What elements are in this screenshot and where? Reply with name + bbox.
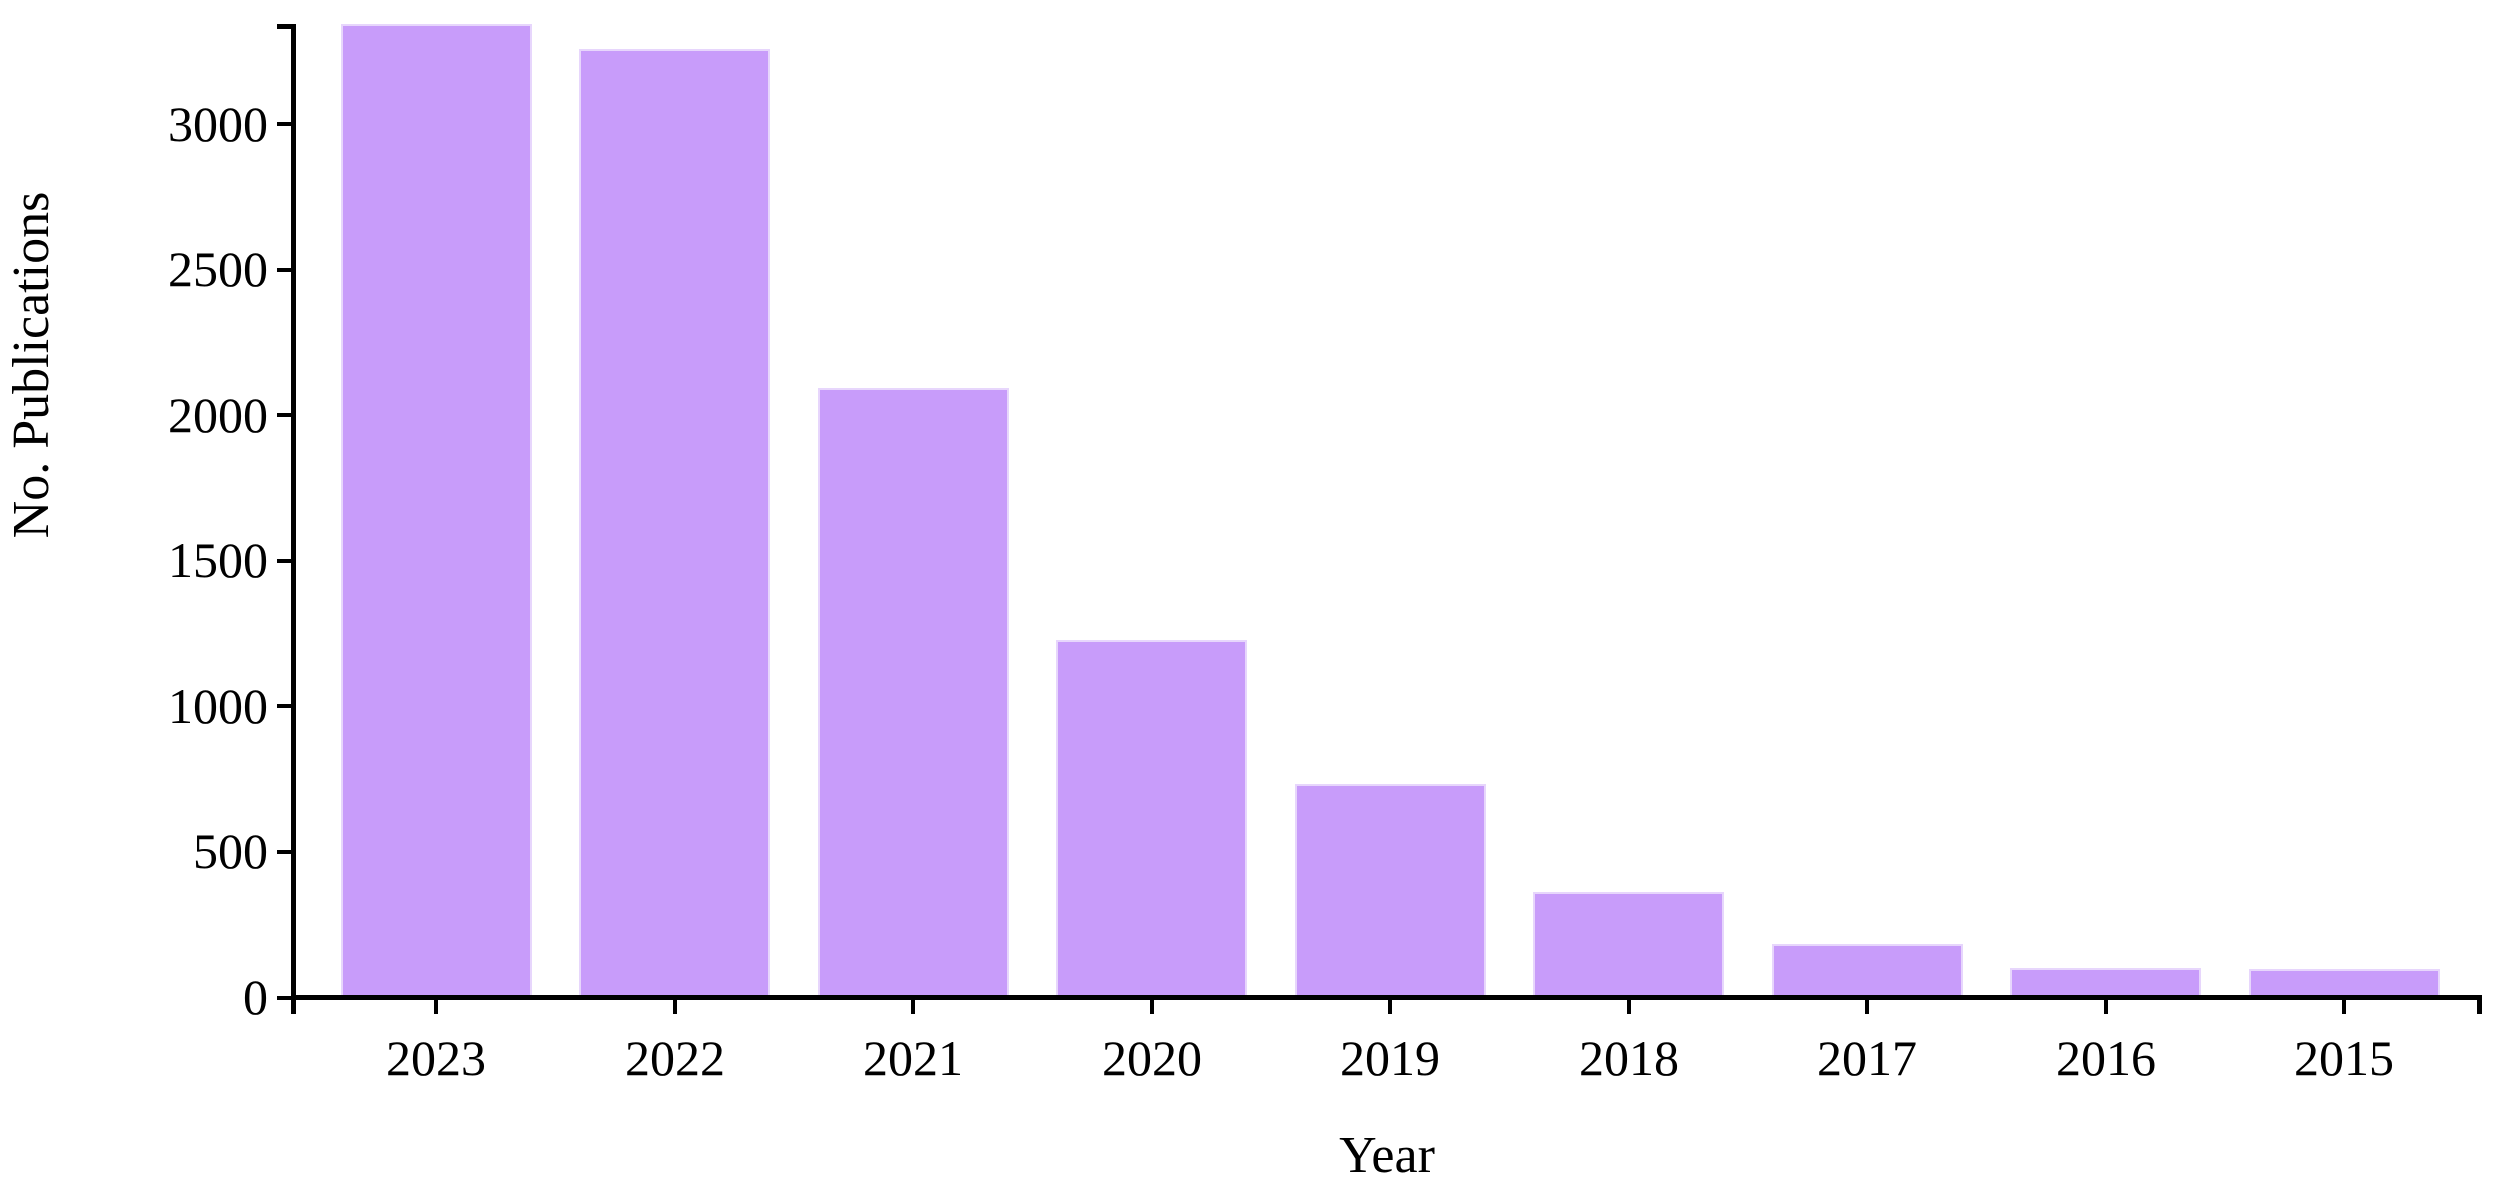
x-tick-2023 (434, 1000, 438, 1014)
x-tick-label-2017: 2017 (1817, 1030, 1917, 1086)
x-tick-label-2018: 2018 (1579, 1030, 1679, 1086)
x-tick-label-2023: 2023 (386, 1030, 486, 1086)
x-tick-label-2016: 2016 (2056, 1030, 2156, 1086)
y-tick-label-3000: 3000 (168, 96, 268, 152)
x-axis-title: Year (1339, 1127, 1435, 1184)
x-tick-2016 (2104, 1000, 2108, 1014)
y-tick-1500 (277, 559, 291, 563)
y-tick-500 (277, 850, 291, 854)
x-axis-line (291, 995, 2482, 1000)
x-tick-2021 (911, 1000, 915, 1014)
y-tick-2000 (277, 413, 291, 417)
y-tick-3000 (277, 122, 291, 126)
y-axis-end-cap (277, 24, 291, 29)
x-tick-2017 (1865, 1000, 1869, 1014)
y-tick-label-0: 0 (243, 969, 268, 1025)
bar-2020 (1056, 640, 1247, 995)
x-tick-2018 (1627, 1000, 1631, 1014)
x-tick-label-2019: 2019 (1340, 1030, 1440, 1086)
x-tick-2015 (2342, 1000, 2346, 1014)
x-tick-label-2021: 2021 (863, 1030, 963, 1086)
bar-2017 (1771, 944, 1963, 995)
bar-2022 (579, 49, 770, 995)
bar-2018 (1533, 892, 1724, 995)
y-tick-label-1500: 1500 (168, 532, 268, 588)
x-tick-label-2022: 2022 (625, 1030, 725, 1086)
y-tick-0 (277, 996, 291, 1000)
y-tick-1000 (277, 704, 291, 708)
y-tick-label-2000: 2000 (168, 387, 268, 443)
x-axis-end-cap (2477, 1000, 2482, 1014)
x-tick-label-2020: 2020 (1102, 1030, 1202, 1086)
x-tick-label-2015: 2015 (2294, 1030, 2394, 1086)
bar-2021 (817, 388, 1009, 995)
x-tick-2022 (673, 1000, 677, 1014)
bar-2019 (1294, 784, 1486, 995)
y-tick-label-2500: 2500 (168, 241, 268, 297)
y-axis-line (291, 24, 296, 1014)
y-tick-label-500: 500 (193, 823, 268, 879)
bar-2016 (2010, 968, 2201, 995)
y-tick-label-1000: 1000 (168, 678, 268, 734)
x-tick-2019 (1388, 1000, 1392, 1014)
y-tick-2500 (277, 268, 291, 272)
bar-2023 (340, 24, 532, 995)
bar-2015 (2248, 969, 2440, 995)
x-tick-2020 (1150, 1000, 1154, 1014)
